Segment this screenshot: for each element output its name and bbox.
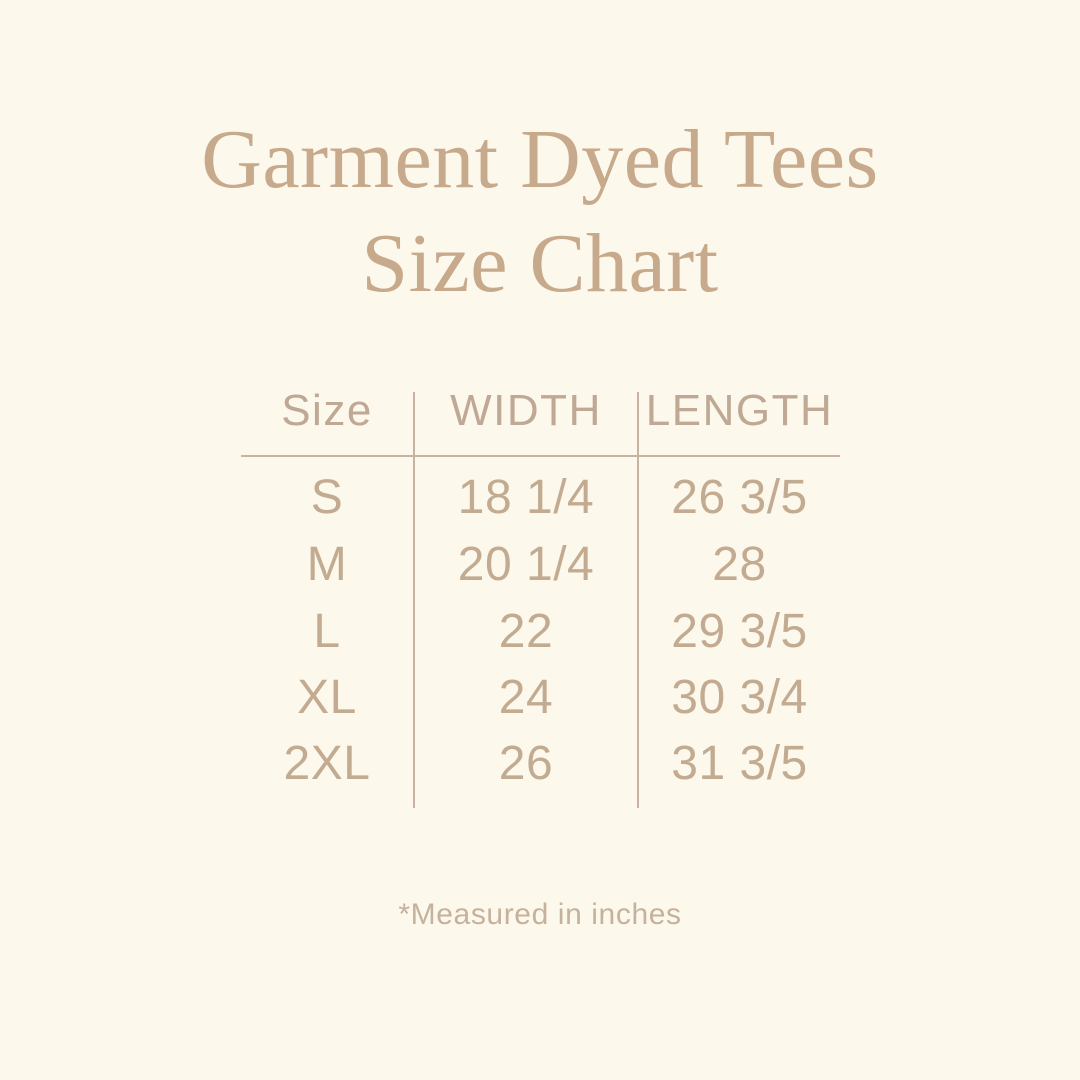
column-header-width: WIDTH [450, 386, 602, 435]
cell-length: 29 3/5 [671, 605, 808, 658]
cell-size: XL [297, 671, 357, 724]
cell-width: 24 [498, 671, 554, 724]
title-line-2: Size Chart [361, 217, 719, 310]
title-line-1: Garment Dyed Tees [201, 113, 879, 206]
cell-size: M [306, 538, 348, 591]
cell-size: L [313, 605, 341, 658]
column-header-length: LENGTH [645, 386, 834, 435]
size-table: Size WIDTH LENGTH S 18 1/4 26 3/5 M 20 1… [241, 383, 840, 811]
header-rule [241, 455, 840, 457]
cell-length: 31 3/5 [671, 737, 808, 790]
cell-length: 26 3/5 [671, 471, 808, 524]
cell-length: 30 3/4 [671, 671, 808, 724]
cell-width: 22 [498, 605, 554, 658]
size-table-grid: Size WIDTH LENGTH S 18 1/4 26 3/5 M 20 1… [241, 383, 840, 811]
column-divider-2 [637, 392, 639, 808]
cell-width: 26 [498, 737, 554, 790]
cell-size: 2XL [283, 737, 371, 790]
cell-width: 18 1/4 [457, 471, 595, 524]
cell-width: 20 1/4 [457, 538, 595, 591]
cell-length: 28 [712, 538, 767, 591]
column-header-size: Size [281, 386, 373, 435]
measurement-footnote: *Measured in inches [398, 898, 682, 931]
column-divider-1 [413, 392, 415, 808]
page-title: Garment Dyed Tees Size Chart [0, 108, 1080, 316]
cell-size: S [310, 471, 344, 524]
